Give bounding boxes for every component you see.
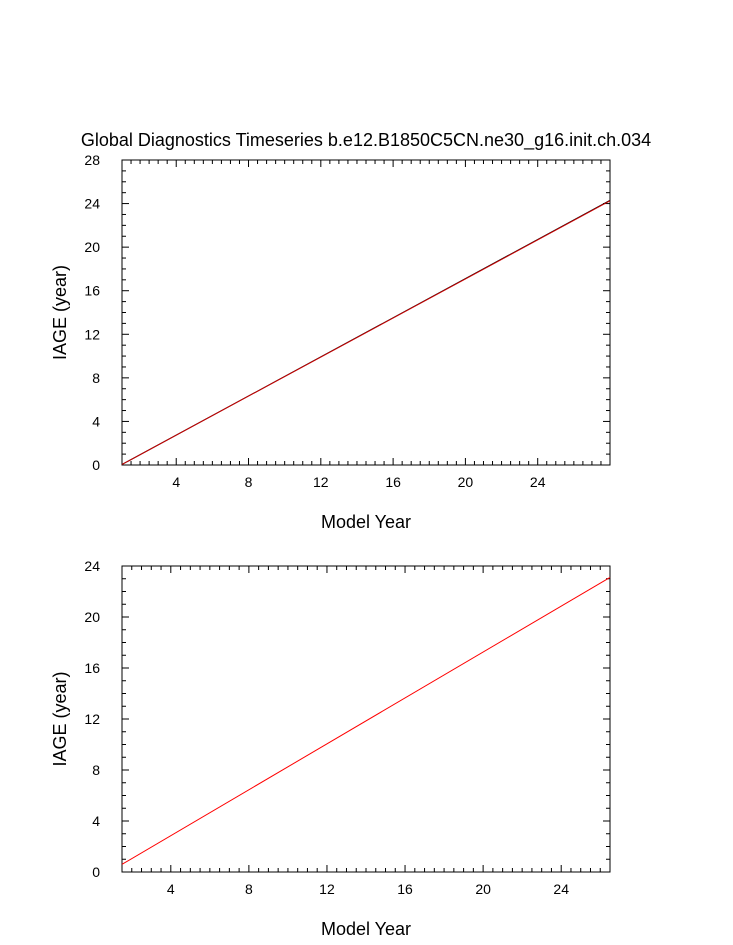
plot-frame [121, 159, 611, 466]
y-tick-label: 8 [92, 370, 100, 386]
y-tick-label: 0 [92, 864, 100, 880]
x-tick-label: 4 [172, 474, 180, 490]
x-tick-label: 16 [397, 881, 413, 897]
y-tick-label: 16 [84, 283, 100, 299]
x-axis-label: Model Year [321, 512, 411, 532]
x-tick-label: 20 [458, 474, 474, 490]
y-tick-label: 24 [84, 558, 100, 574]
x-tick-label: 12 [313, 474, 329, 490]
x-tick-label: 8 [245, 474, 253, 490]
x-tick-label: 12 [319, 881, 335, 897]
y-axis-label: IAGE (year) [50, 265, 70, 360]
x-tick-label: 16 [385, 474, 401, 490]
y-tick-label: 20 [84, 239, 100, 255]
y-tick-label: 8 [92, 762, 100, 778]
y-tick-label: 4 [92, 813, 100, 829]
x-axis-label: Model Year [321, 919, 411, 939]
series-line-2 [121, 200, 611, 465]
x-tick-label: 20 [475, 881, 491, 897]
x-tick-label: 4 [167, 881, 175, 897]
chart-title: Global Diagnostics Timeseries b.e12.B185… [81, 130, 651, 151]
x-tick-label: 24 [530, 474, 546, 490]
y-tick-label: 20 [84, 609, 100, 625]
x-tick-label: 8 [245, 881, 253, 897]
bottom-plot-panel: 4 8 12 16 20 24 0 4 8 12 16 20 24 Model Year IAGE (yea… [50, 558, 611, 939]
y-tick-label: 28 [84, 152, 100, 168]
plot-frame [121, 565, 611, 873]
y-tick-label: 12 [84, 711, 100, 727]
x-tick-label: 24 [553, 881, 569, 897]
y-tick-label: 24 [84, 196, 100, 212]
top-plot-panel: 4 8 12 16 20 24 0 4 8 12 16 20 24 28 Model Year IAGE (y… [50, 152, 611, 532]
y-tick-label: 4 [92, 413, 100, 429]
series-line-1 [121, 577, 611, 865]
y-axis-label: IAGE (year) [50, 671, 70, 766]
y-tick-label: 0 [92, 457, 100, 473]
y-tick-label: 16 [84, 660, 100, 676]
y-tick-label: 12 [84, 326, 100, 342]
